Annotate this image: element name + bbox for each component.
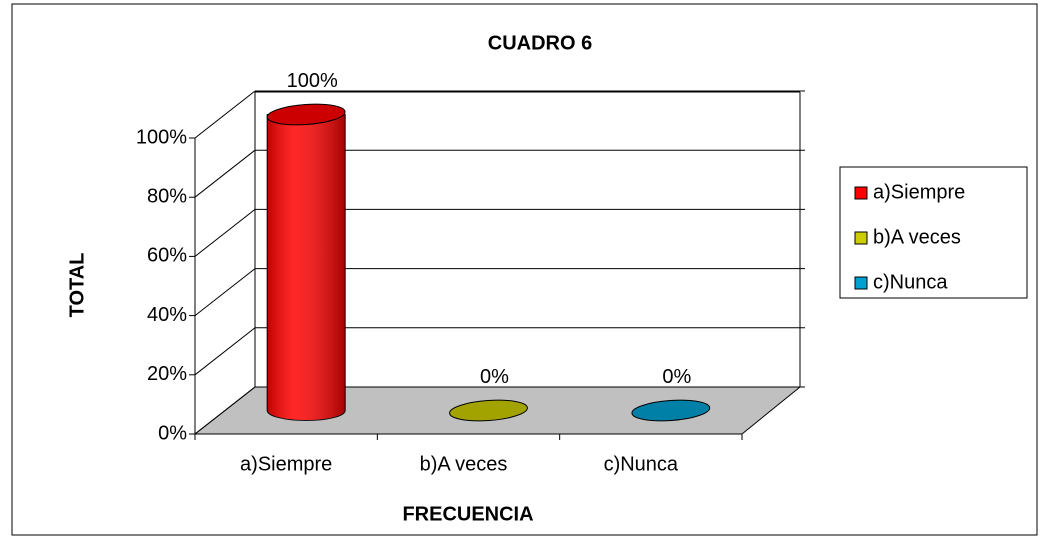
legend-label: c)Nunca	[873, 271, 948, 293]
y-tick-label: 20%	[147, 363, 187, 385]
grid-line-side	[194, 268, 256, 316]
x-tick-label: c)Nunca	[604, 453, 679, 475]
x-tick-label: a)Siempre	[240, 453, 332, 475]
bar-top	[449, 399, 528, 422]
y-tick-label: 0%	[158, 422, 187, 444]
grid-line-side	[194, 386, 256, 435]
y-tick-label: 40%	[147, 304, 187, 326]
bar-shade	[267, 114, 346, 421]
chart-title: CUADRO 6	[488, 32, 592, 54]
y-axis-label: TOTAL	[66, 253, 88, 318]
bar-top	[266, 103, 346, 126]
grid-line-side	[194, 149, 256, 198]
bar-top-shade	[631, 400, 710, 421]
data-label: 0%	[662, 366, 691, 388]
y-tick-label: 80%	[147, 185, 187, 207]
legend-swatch	[854, 231, 868, 245]
x-tick-label: b)A veces	[420, 453, 508, 475]
legend-swatch	[854, 186, 868, 200]
bar-top	[631, 399, 711, 422]
bar	[449, 399, 528, 422]
legend-label: b)A veces	[873, 226, 961, 248]
bar-top-shade	[449, 400, 528, 421]
grid-line-side	[194, 209, 256, 257]
data-label: 100%	[287, 70, 338, 92]
legend-box	[839, 166, 1028, 299]
y-tick-label: 100%	[136, 126, 187, 148]
legend-swatch	[854, 276, 868, 290]
grid-line-side	[194, 90, 256, 139]
bar	[266, 103, 346, 421]
legend-label: a)Siempre	[873, 181, 965, 203]
grid-line-side	[194, 327, 256, 376]
y-tick-label: 60%	[147, 245, 187, 267]
bar	[631, 399, 711, 422]
x-axis-label: FRECUENCIA	[402, 503, 533, 525]
data-label: 0%	[480, 366, 509, 388]
bar-top-shade	[267, 104, 346, 125]
